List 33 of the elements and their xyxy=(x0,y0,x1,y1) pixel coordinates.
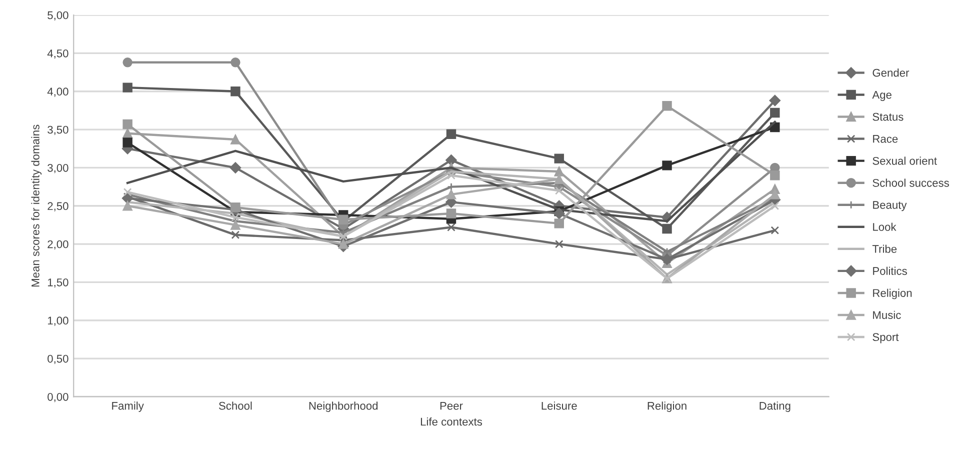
legend-label: Music xyxy=(873,310,901,319)
legend-label: Religion xyxy=(873,288,912,300)
x-tick-label: Peer xyxy=(440,402,463,410)
legend-label: Status xyxy=(872,112,904,121)
x-tick-label: Religion xyxy=(648,402,686,412)
y-tick-label: 4,50 xyxy=(47,49,68,59)
y-tick-label: 3,50 xyxy=(48,126,68,135)
x-tick-label: Dating xyxy=(760,402,790,412)
y-tick-label: 3,00 xyxy=(48,164,68,174)
legend-label: Sport xyxy=(872,333,899,344)
y-tick-label: 5,00 xyxy=(48,11,68,20)
legend-label: Tribe xyxy=(872,244,897,253)
x-tick-label: Family xyxy=(112,402,144,412)
x-tick-label: School xyxy=(218,402,252,410)
y-tick-label: 1,00 xyxy=(48,316,68,326)
legend-label: Sexual orient xyxy=(872,156,937,165)
x-tick-label: Leisure xyxy=(542,402,577,410)
legend-label: Politics xyxy=(873,266,907,275)
y-tick-label: 0,50 xyxy=(48,354,68,364)
legend-label: School success xyxy=(872,178,949,187)
y-tick-label: 4,00 xyxy=(47,88,68,97)
y-tick-label: 2,00 xyxy=(48,240,68,250)
y-tick-label: 0,00 xyxy=(48,392,68,402)
legend-label: Race xyxy=(873,135,898,143)
legend-label: Look xyxy=(873,222,896,231)
legend-label: Age xyxy=(872,90,892,101)
y-tick-label: 2,50 xyxy=(48,202,68,212)
x-tick-label: Neighborhood xyxy=(309,402,378,412)
y-tick-label: 1,50 xyxy=(48,278,68,288)
x-axis-title: Life contexts xyxy=(420,417,482,426)
legend-label: Gender xyxy=(872,68,910,77)
legend-label: Beauty xyxy=(873,201,907,212)
y-axis-title: Mean scores for identity domains xyxy=(31,124,42,286)
